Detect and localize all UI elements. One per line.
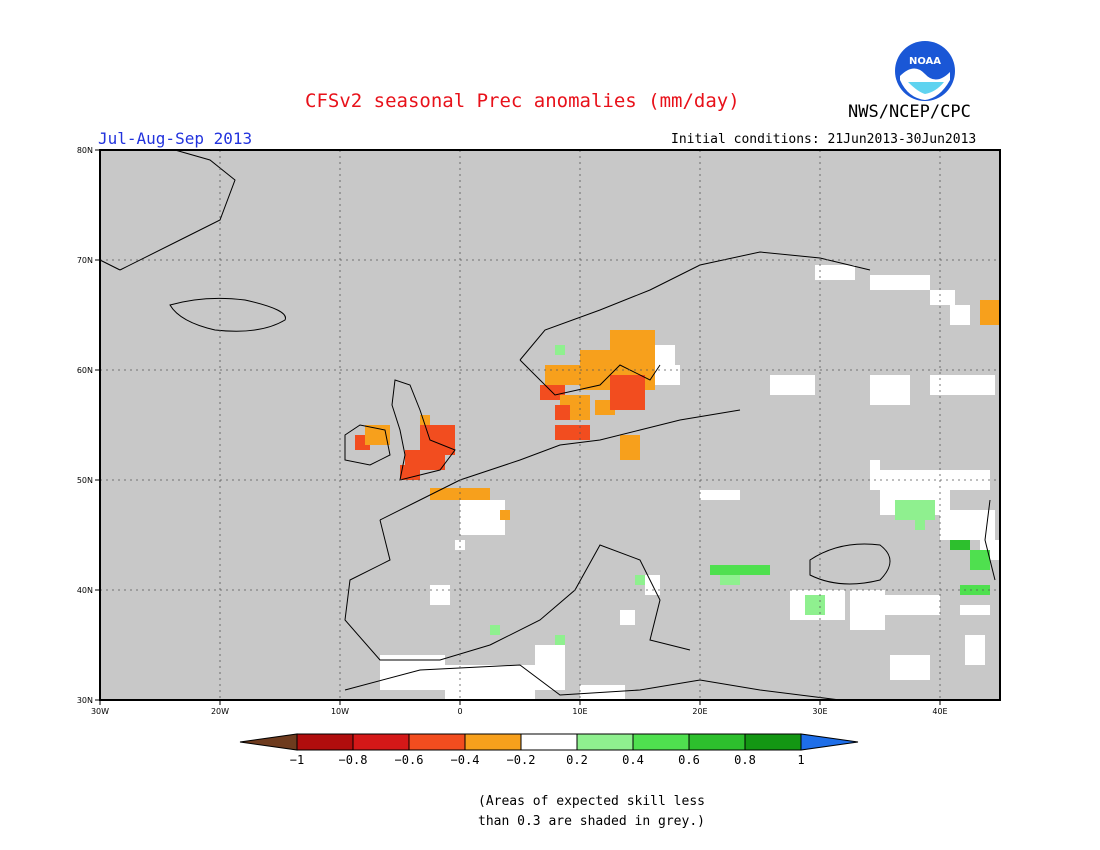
green-anomaly-areas [490, 345, 990, 645]
greenland-coast [99, 149, 236, 271]
colorbar-swatch [408, 733, 466, 751]
colorbar-label: 0.2 [566, 753, 588, 767]
lon-axis: 30W 20W 10W 0 10E 20E 30E 40E [91, 700, 948, 716]
colorbar-label: −0.6 [395, 753, 424, 767]
colorbar-swatch [352, 733, 410, 751]
coastlines [99, 149, 996, 701]
chart-title: CFSv2 seasonal Prec anomalies (mm/day) [305, 90, 740, 112]
lat-axis: 80N 70N 60N 50N 40N 30N [77, 146, 100, 705]
ireland-coast [344, 424, 391, 466]
lon-label: 30W [91, 707, 109, 716]
map-frame [99, 149, 1001, 701]
colorbar-swatch [464, 733, 522, 751]
britain-coast [391, 379, 456, 481]
black-sea-coast [809, 543, 891, 585]
colorbar-swatch [688, 733, 746, 751]
colorbar-label: −1 [290, 753, 304, 767]
colorbar-right-arrow [800, 733, 859, 751]
colorbar-label: −0.2 [507, 753, 536, 767]
scandinavia-coast [519, 251, 871, 396]
lon-label: 30E [812, 707, 827, 716]
lat-label: 60N [77, 366, 93, 375]
iceland-coast [169, 297, 286, 332]
colorbar-swatch [520, 733, 578, 751]
skill-note: (Areas of expected skill less than 0.3 a… [478, 792, 705, 832]
initial-conditions: Initial conditions: 21Jun2013-30Jun2013 [671, 132, 977, 147]
lon-label: 20E [692, 707, 707, 716]
colorbar-swatch [576, 733, 634, 751]
lat-label: 70N [77, 256, 93, 265]
organization-label: NWS/NCEP/CPC [848, 102, 971, 122]
mediterranean-coast [344, 664, 841, 701]
lat-label: 30N [77, 696, 93, 705]
colorbar [239, 733, 859, 751]
colorbar-left-arrow [239, 733, 298, 751]
skill-note-line: (Areas of expected skill less [478, 794, 705, 809]
colorbar-label: 0.6 [678, 753, 700, 767]
lat-label: 50N [77, 476, 93, 485]
colorbar-label: 0.4 [622, 753, 644, 767]
colorbar-label: 1 [797, 753, 804, 767]
colorbar-label: −0.4 [451, 753, 480, 767]
logo-text: NOAA [909, 56, 941, 67]
lat-label: 80N [77, 146, 93, 155]
lon-label: 0 [457, 707, 462, 716]
noaa-logo: NOAA [894, 40, 956, 102]
caspian-coast [984, 499, 996, 581]
lon-label: 20W [211, 707, 229, 716]
gridlines [100, 150, 1000, 700]
continental-coast [344, 409, 741, 661]
colorbar-labels: −1 −0.8 −0.6 −0.4 −0.2 0.2 0.4 0.6 0.8 1 [290, 753, 805, 767]
colorbar-swatch [296, 733, 354, 751]
colorbar-swatch [744, 733, 802, 751]
forecast-period: Jul-Aug-Sep 2013 [98, 129, 253, 148]
lon-label: 40E [932, 707, 947, 716]
negative-anomaly-areas [355, 300, 1000, 520]
colorbar-swatch [632, 733, 690, 751]
colorbar-label: −0.8 [339, 753, 368, 767]
skill-note-line: than 0.3 are shaded in grey.) [478, 814, 705, 829]
lon-label: 10E [572, 707, 587, 716]
lat-label: 40N [77, 586, 93, 595]
colorbar-label: 0.8 [734, 753, 756, 767]
lon-label: 10W [331, 707, 349, 716]
